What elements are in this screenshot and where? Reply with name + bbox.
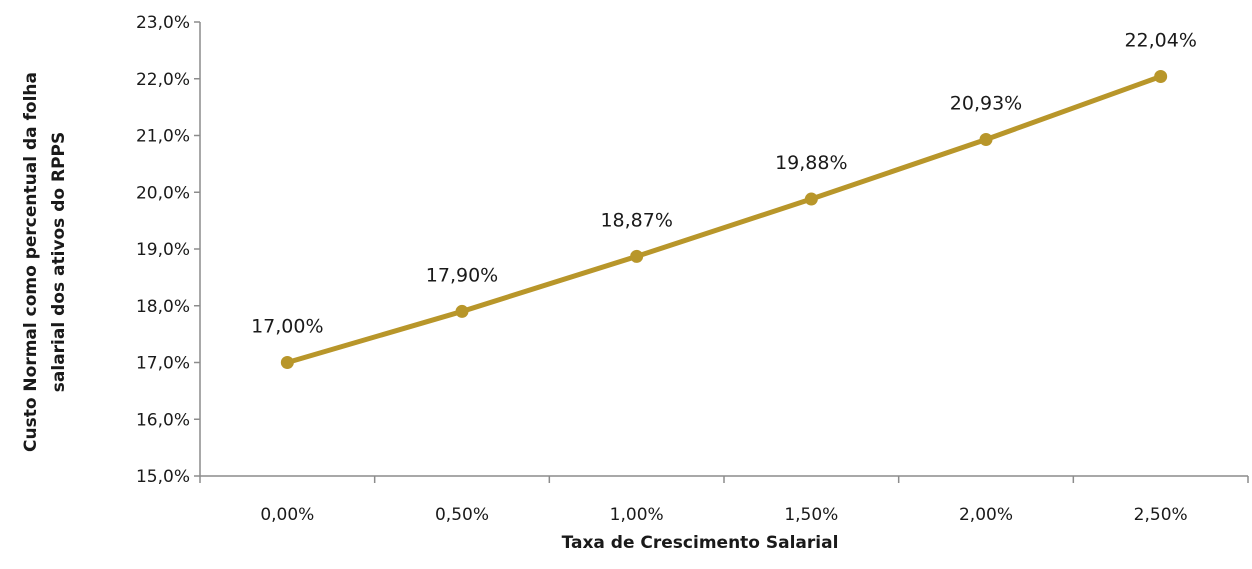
data-label: 17,90%: [426, 264, 498, 286]
data-point: [979, 132, 993, 146]
y-tick-label: 16,0%: [136, 410, 190, 430]
y-tick-label: 19,0%: [136, 240, 190, 260]
series-line: [284, 73, 1164, 365]
x-axis-title: Taxa de Crescimento Salarial: [562, 533, 839, 553]
x-ticks: 0,00% 0,50% 1,00% 1,50% 2,00% 2,50%: [199, 476, 1249, 525]
series-group: [280, 69, 1168, 369]
y-axis-title-line-1: Custo Normal como percentual da folha: [21, 72, 41, 452]
y-tick-label: 17,0%: [136, 354, 190, 374]
y-ticks: 15,0% 16,0% 17,0% 18,0% 19,0% 20,0% 21,0% 22,0%…: [136, 13, 200, 487]
data-point: [630, 249, 644, 263]
data-point: [804, 192, 818, 206]
data-label: 17,00%: [251, 316, 323, 338]
x-tick-label: 0,00%: [260, 505, 314, 525]
x-tick-label: 0,50%: [435, 505, 489, 525]
y-tick-label: 21,0%: [136, 127, 190, 147]
axes: [199, 22, 1248, 477]
x-tick-label: 2,50%: [1134, 505, 1188, 525]
x-tick-label: 2,00%: [959, 505, 1013, 525]
y-axis-title: Custo Normal como percentual da folha sa…: [21, 72, 69, 452]
data-labels: 17,00% 17,90% 18,87% 19,88% 20,93% 22,04%: [251, 29, 1197, 337]
data-label: 19,88%: [775, 152, 847, 174]
y-tick-label: 15,0%: [136, 467, 190, 487]
x-tick-label: 1,00%: [610, 505, 664, 525]
data-label: 20,93%: [950, 92, 1022, 114]
y-axis-title-line-2: salarial dos ativos do RPPS: [49, 132, 69, 392]
data-point: [280, 356, 294, 369]
y-tick-label: 23,0%: [136, 13, 190, 33]
y-tick-label: 22,0%: [136, 70, 190, 90]
data-point: [1154, 69, 1168, 83]
data-point: [455, 304, 469, 318]
y-tick-label: 20,0%: [136, 183, 190, 203]
data-label: 22,04%: [1124, 29, 1196, 51]
data-label: 18,87%: [600, 209, 672, 231]
y-tick-label: 18,0%: [136, 297, 190, 317]
x-tick-label: 1,50%: [784, 505, 838, 525]
